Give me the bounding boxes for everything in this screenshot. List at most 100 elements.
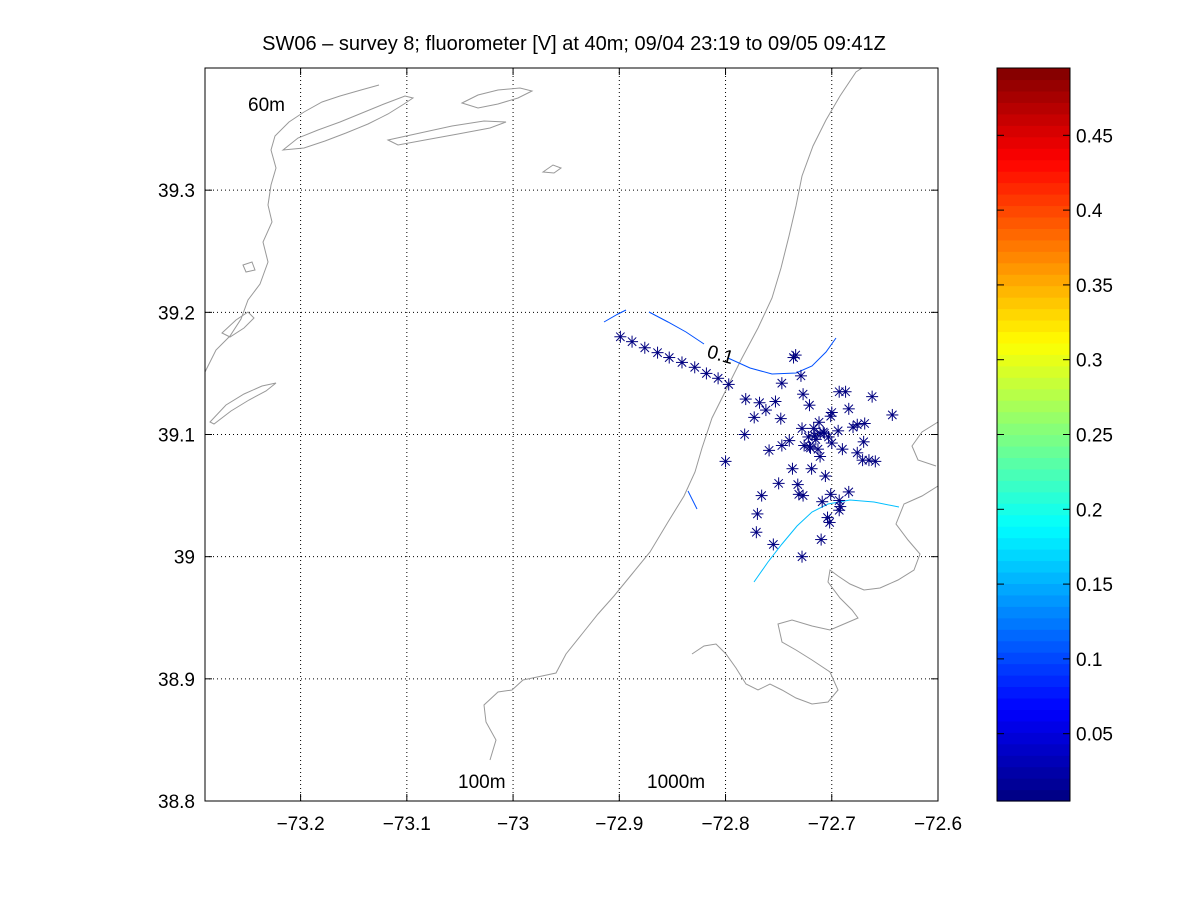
- survey-point: [675, 356, 688, 369]
- survey-point: [847, 421, 860, 434]
- colorbar-band: [997, 594, 1070, 607]
- survey-point: [794, 369, 807, 382]
- colorbar-band: [997, 331, 1070, 344]
- survey-point: [663, 351, 676, 364]
- colorbar-band: [997, 675, 1070, 688]
- survey-point: [688, 361, 701, 374]
- survey-point: [750, 526, 763, 539]
- colorbar-band: [997, 617, 1070, 630]
- colorbar-band: [997, 549, 1070, 562]
- survey-point: [772, 477, 785, 490]
- survey-point: [819, 470, 832, 483]
- survey-point: [815, 533, 828, 546]
- survey-point: [797, 388, 810, 401]
- colorbar-band: [997, 159, 1070, 172]
- colorbar-band: [997, 491, 1070, 504]
- colorbar-band: [997, 434, 1070, 447]
- survey-points: [614, 330, 899, 563]
- colorbar-band: [997, 652, 1070, 665]
- contour-60m-island-a: [281, 95, 415, 151]
- survey-point: [759, 404, 772, 417]
- contour-0-1-fragment-b: [687, 490, 698, 510]
- survey-point: [739, 393, 752, 406]
- survey-point: [803, 440, 816, 453]
- map-plot-area: 0.1 60m 100m 1000m: [204, 67, 939, 802]
- y-tick-label: 39.3: [158, 181, 195, 202]
- survey-point: [755, 489, 768, 502]
- survey-point: [805, 462, 818, 475]
- colorbar-band: [997, 411, 1070, 424]
- survey-point: [753, 396, 766, 409]
- colorbar-tick-label: 0.1: [1076, 650, 1102, 671]
- colorbar-tick-label: 0.3: [1076, 351, 1102, 372]
- colorbar-band: [997, 365, 1070, 378]
- survey-point: [791, 478, 804, 491]
- colorbar-tick-label: 0.2: [1076, 500, 1102, 521]
- chart-title: SW06 – survey 8; fluorometer [V] at 40m;…: [262, 33, 886, 55]
- survey-point: [789, 349, 802, 362]
- colorbar-band: [997, 308, 1070, 321]
- colorbar-band: [997, 68, 1070, 81]
- colorbar-band: [997, 583, 1070, 596]
- colorbar-band: [997, 537, 1070, 550]
- survey-point: [832, 424, 845, 437]
- colorbar-band: [997, 239, 1070, 252]
- survey-point: [851, 446, 864, 459]
- fluorometer-contours: [603, 309, 900, 583]
- colorbar-tick-label: 0.45: [1076, 126, 1113, 147]
- survey-point: [816, 495, 829, 508]
- colorbar-band: [997, 606, 1070, 619]
- colorbar-band: [997, 743, 1070, 756]
- colorbar-band: [997, 274, 1070, 287]
- survey-point: [719, 455, 732, 468]
- y-axis-ticks: 38.8 38.9 39 39.1 39.2 39.3: [158, 181, 938, 813]
- colorbar-band: [997, 526, 1070, 539]
- survey-point: [796, 550, 809, 563]
- contour-100m: [483, 67, 863, 761]
- colorbar-band: [997, 342, 1070, 355]
- plot-background: [205, 68, 938, 801]
- x-tick-label: −72.7: [808, 814, 856, 835]
- x-tick-label: −72.9: [595, 814, 643, 835]
- colorbar-band: [997, 766, 1070, 779]
- survey-point: [823, 516, 836, 529]
- survey-point: [712, 372, 725, 385]
- contour-60m-island-g: [242, 261, 256, 273]
- contour-1000m: [691, 421, 939, 705]
- survey-point: [775, 377, 788, 390]
- y-tick-label: 39.2: [158, 303, 195, 324]
- colorbar-band: [997, 285, 1070, 298]
- contour-0-1-fragment: [603, 309, 627, 323]
- contour-60m-island-c: [386, 120, 507, 146]
- colorbar-band: [997, 400, 1070, 413]
- x-axis-ticks: −73.2 −73.1 −73 −72.9 −72.8 −72.7 −72.6: [277, 68, 962, 835]
- colorbar-band: [997, 709, 1070, 722]
- colorbar-band: [997, 445, 1070, 459]
- survey-point: [856, 454, 869, 467]
- colorbar-band: [997, 148, 1070, 161]
- bathy-label-60m: 60m: [248, 95, 285, 116]
- survey-point: [851, 418, 864, 431]
- survey-point: [836, 443, 849, 456]
- survey-point: [857, 435, 870, 448]
- colorbar-band: [997, 216, 1070, 229]
- colorbar: 0.05 0.1 0.15 0.2 0.25 0.3 0.35 0.4 0.45: [996, 67, 1113, 802]
- colorbar-band: [997, 90, 1070, 103]
- survey-point: [886, 408, 899, 421]
- colorbar-band: [997, 423, 1070, 436]
- colorbar-band: [997, 503, 1070, 516]
- colorbar-tick-label: 0.05: [1076, 725, 1113, 746]
- colorbar-band: [997, 697, 1070, 710]
- colorbar-band: [997, 468, 1070, 481]
- colorbar-band: [997, 571, 1070, 584]
- colorbar-band: [997, 193, 1070, 207]
- survey-point: [748, 411, 761, 424]
- survey-point: [775, 439, 788, 452]
- survey-point: [821, 511, 834, 524]
- survey-point: [651, 346, 664, 359]
- survey-point: [808, 429, 821, 442]
- bathy-label-1000m: 1000m: [647, 772, 705, 793]
- contour-0-15: [753, 499, 900, 583]
- survey-point: [842, 485, 855, 498]
